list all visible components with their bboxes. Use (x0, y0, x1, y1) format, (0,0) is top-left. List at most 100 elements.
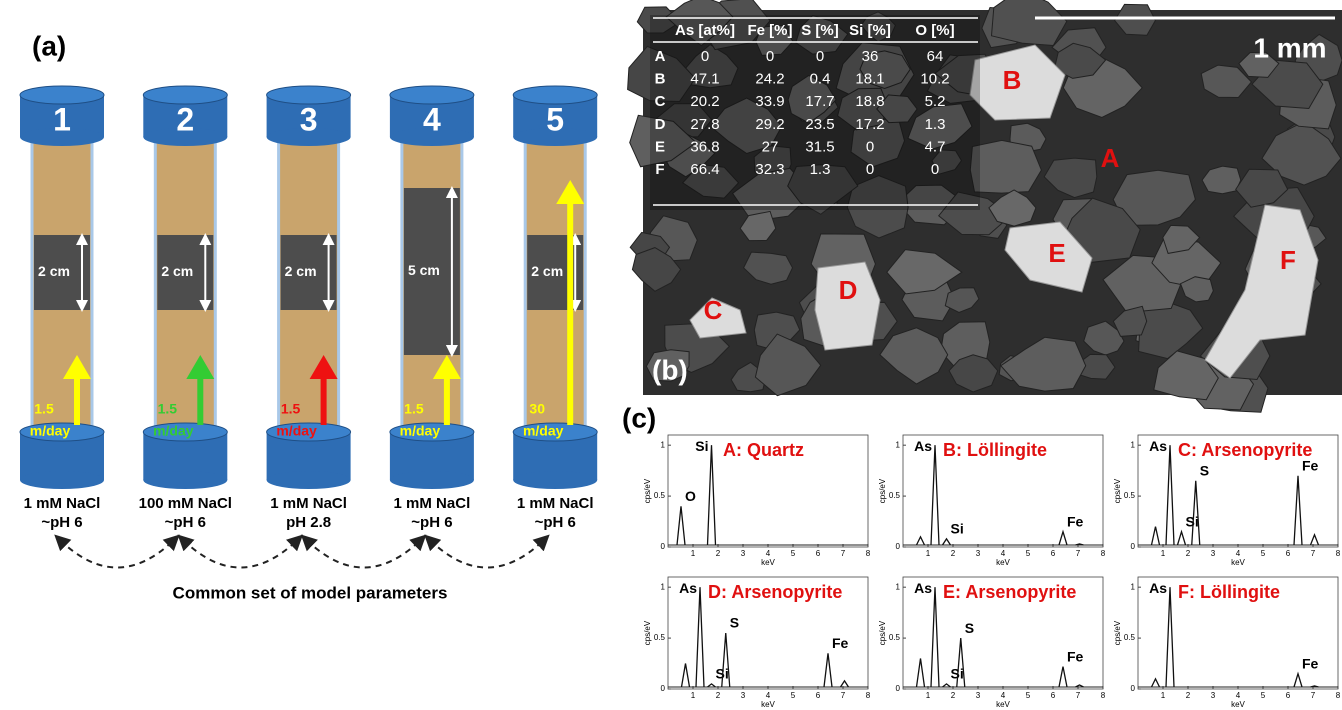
table-cell: 1.3 (925, 116, 946, 133)
x-tick-label: 5 (1026, 549, 1031, 558)
table-cell: 20.2 (690, 93, 719, 110)
cap (390, 471, 474, 489)
table-cell: 33.9 (755, 93, 784, 110)
caption: Common set of model parameters (173, 583, 448, 602)
ph: pH 2.8 (286, 514, 331, 531)
x-axis-label: keV (996, 700, 1010, 709)
column-number: 1 (53, 101, 71, 137)
x-tick-label: 4 (1236, 691, 1241, 700)
x-tick-label: 8 (1101, 549, 1106, 558)
table-cell: 10.2 (920, 71, 949, 88)
x-tick-label: 7 (1076, 549, 1081, 558)
table-cell: A (655, 48, 666, 65)
x-tick-label: 8 (1336, 549, 1341, 558)
grain (970, 140, 1041, 193)
x-tick-label: 7 (1311, 549, 1316, 558)
solution: 1 mM NaCl (24, 495, 101, 512)
flow-unit: m/day (276, 423, 317, 439)
x-tick-label: 7 (1076, 691, 1081, 700)
y-tick-label: 1 (896, 440, 901, 449)
particle-label: E (1048, 238, 1065, 268)
link-arrow (60, 540, 174, 568)
peak-label: As (914, 438, 932, 454)
x-tick-label: 2 (951, 691, 956, 700)
spectrum-title: C: Arsenopyrite (1178, 440, 1312, 460)
panel-label: (b) (652, 354, 688, 385)
link-arrow (183, 540, 297, 568)
column-number: 2 (176, 101, 194, 137)
ph: ~pH 6 (411, 514, 452, 531)
flow-rate: 1.5 (34, 401, 54, 417)
solution: 1 mM NaCl (270, 495, 347, 512)
x-tick-label: 2 (951, 549, 956, 558)
table-cell: 0 (866, 161, 874, 178)
flow-unit: m/day (400, 423, 441, 439)
spectrum-title: E: Arsenopyrite (943, 582, 1076, 602)
x-tick-label: 5 (1026, 691, 1031, 700)
table-header: As [at%] (675, 22, 735, 39)
table-cell: 36 (862, 48, 879, 65)
solution: 1 mM NaCl (517, 495, 594, 512)
table-cell: 0.4 (810, 71, 831, 88)
x-tick-label: 8 (1101, 691, 1106, 700)
x-tick-label: 1 (1161, 549, 1166, 558)
link-arrow (430, 540, 544, 568)
panel-label: (a) (32, 30, 66, 61)
table-cell: 0 (816, 48, 824, 65)
peak-label: As (1149, 580, 1167, 596)
scale-label: 1 mm (1253, 32, 1326, 63)
y-tick-label: 0.5 (889, 633, 901, 642)
table-header: Si [%] (849, 22, 891, 39)
table-cell: 27.8 (690, 116, 719, 133)
x-tick-label: 6 (816, 691, 821, 700)
y-tick-label: 1 (661, 582, 666, 591)
peak-label: As (914, 580, 932, 596)
particle-label: F (1280, 245, 1296, 275)
table-cell: 66.4 (690, 161, 719, 178)
flow-rate: 1.5 (158, 401, 178, 417)
x-tick-label: 4 (766, 549, 771, 558)
y-axis-label: cps/eV (1113, 620, 1122, 645)
table-cell: 31.5 (805, 138, 834, 155)
y-axis-label: cps/eV (878, 620, 887, 645)
x-tick-label: 6 (1051, 549, 1056, 558)
y-tick-label: 0 (661, 684, 666, 693)
cap (20, 471, 104, 489)
x-tick-label: 8 (1336, 691, 1341, 700)
y-tick-label: 0.5 (889, 491, 901, 500)
table-cell: 0 (866, 138, 874, 155)
x-tick-label: 1 (1161, 691, 1166, 700)
x-tick-label: 2 (1186, 549, 1191, 558)
peak-label: Si (695, 438, 708, 454)
peak-label: S (1200, 463, 1209, 479)
y-tick-label: 1 (1131, 582, 1136, 591)
y-tick-label: 0 (661, 542, 666, 551)
table-cell: 32.3 (755, 161, 784, 178)
table-cell: 4.7 (925, 138, 946, 155)
table-cell: 64 (927, 48, 944, 65)
link-arrow (307, 540, 421, 568)
particle-label: C (704, 295, 723, 325)
flow-arrow (567, 202, 573, 425)
ph: ~pH 6 (165, 514, 206, 531)
x-tick-label: 7 (1311, 691, 1316, 700)
table-cell: 27 (762, 138, 779, 155)
peak-label: Fe (1302, 655, 1319, 671)
flow-arrow (197, 377, 203, 425)
particle-label: B (1003, 65, 1022, 95)
table-cell: 1.3 (810, 161, 831, 178)
table-bg (650, 15, 980, 210)
column-number: 5 (546, 101, 564, 137)
table-cell: 18.1 (855, 71, 884, 88)
zone-length: 2 cm (285, 263, 317, 279)
spectrum-title: A: Quartz (723, 440, 804, 460)
zone-length: 2 cm (38, 263, 70, 279)
table-cell: 5.2 (925, 93, 946, 110)
x-axis-label: keV (761, 558, 775, 567)
y-tick-label: 0.5 (654, 633, 666, 642)
table-cell: 29.2 (755, 116, 784, 133)
zone-length: 2 cm (531, 263, 563, 279)
table-cell: F (655, 161, 664, 178)
x-tick-label: 1 (691, 549, 696, 558)
flow-arrow (74, 377, 80, 425)
